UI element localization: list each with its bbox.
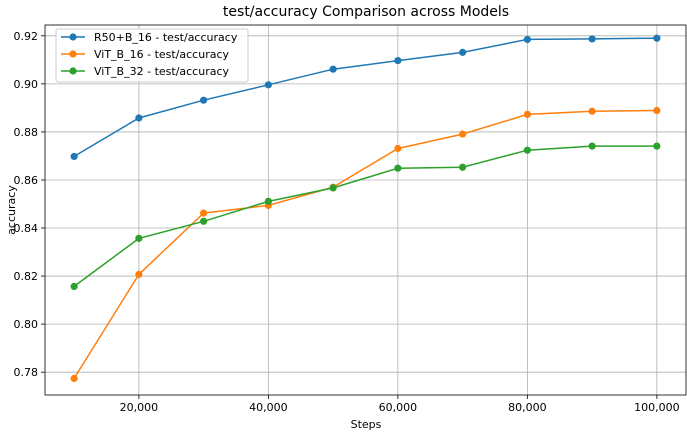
x-tick-label: 40,000 xyxy=(249,401,288,414)
x-tick-label: 80,000 xyxy=(508,401,547,414)
legend-marker xyxy=(69,67,77,75)
data-point xyxy=(70,152,78,161)
y-tick-label: 0.78 xyxy=(14,366,39,379)
data-point xyxy=(264,81,272,89)
data-point xyxy=(264,197,272,205)
series-line xyxy=(73,109,657,379)
plot-frame xyxy=(44,24,687,396)
data-point xyxy=(200,217,208,225)
series-line xyxy=(73,37,657,158)
legend-marker xyxy=(69,50,77,58)
x-axis-label: Steps xyxy=(351,418,382,431)
legend: R50+B_16 - test/accuracy ViT_B_16 - test/… xyxy=(55,28,249,83)
data-point xyxy=(394,56,402,65)
data-point xyxy=(459,163,467,171)
y-tick-label: 0.88 xyxy=(14,126,39,139)
x-axis: 20,000 40,000 60,000 80,000 100,000 xyxy=(120,395,680,414)
data-point xyxy=(653,106,661,115)
y-tick-label: 0.86 xyxy=(14,174,39,187)
data-point xyxy=(200,209,208,217)
series-1 xyxy=(70,34,661,161)
data-point xyxy=(70,282,78,291)
legend-label: R50+B_16 - test/accuracy xyxy=(94,31,238,44)
data-point xyxy=(523,35,531,44)
data-point xyxy=(653,34,661,42)
series-3 xyxy=(70,142,661,291)
data-point xyxy=(459,48,467,56)
legend-label: ViT_B_32 - test/accuracy xyxy=(94,65,230,78)
x-tick-label: 20,000 xyxy=(120,401,159,414)
data-point xyxy=(135,270,143,278)
data-point xyxy=(329,184,337,192)
grid xyxy=(45,25,686,395)
y-tick-label: 0.82 xyxy=(14,270,39,283)
data-point xyxy=(394,164,402,172)
data-point xyxy=(135,234,143,242)
y-tick-label: 0.90 xyxy=(14,78,39,91)
x-tick-label: 60,000 xyxy=(379,401,418,414)
x-tick-label: 100,000 xyxy=(634,401,680,414)
y-tick-label: 0.84 xyxy=(14,222,39,235)
legend-item: R50+B_16 - test/accuracy xyxy=(61,31,238,44)
data-point xyxy=(459,130,467,138)
data-point xyxy=(70,374,78,383)
data-point xyxy=(588,142,596,150)
data-point xyxy=(588,107,596,115)
y-tick-label: 0.92 xyxy=(14,30,39,43)
legend-item: ViT_B_32 - test/accuracy xyxy=(61,65,230,78)
data-point xyxy=(329,65,337,73)
legend-marker xyxy=(69,33,77,41)
data-point xyxy=(135,114,143,122)
data-point xyxy=(588,35,596,43)
data-point xyxy=(653,142,661,150)
series-layer xyxy=(70,34,661,383)
y-tick-label: 0.80 xyxy=(14,318,39,331)
chart-title: test/accuracy Comparison across Models xyxy=(223,4,509,20)
data-point xyxy=(200,96,208,104)
legend-label: ViT_B_16 - test/accuracy xyxy=(94,48,230,61)
legend-box xyxy=(55,28,249,83)
series-line xyxy=(73,145,657,288)
y-axis: 0.78 0.80 0.82 0.84 0.86 0.88 0.90 0.92 xyxy=(14,30,45,379)
series-2 xyxy=(70,106,661,383)
legend-item: ViT_B_16 - test/accuracy xyxy=(61,48,230,61)
y-axis-label: accuracy xyxy=(5,185,18,235)
data-point xyxy=(523,110,531,118)
data-point xyxy=(394,144,402,153)
data-point xyxy=(523,146,531,154)
